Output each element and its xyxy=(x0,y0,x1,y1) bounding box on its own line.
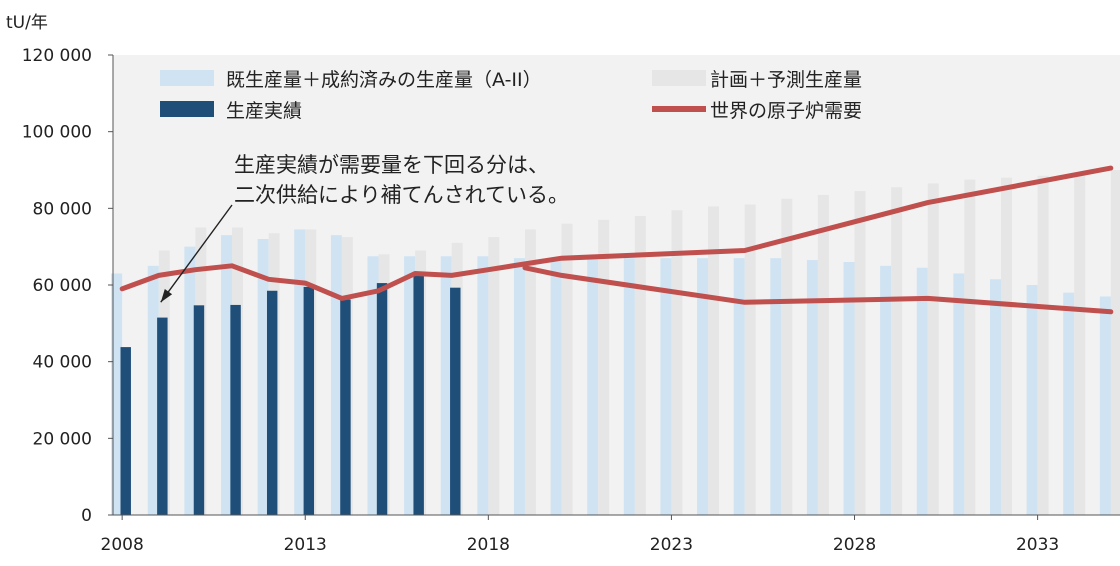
bar-existing xyxy=(257,239,269,515)
bar-planned xyxy=(964,179,976,516)
bar-actual xyxy=(120,347,131,515)
bar-planned xyxy=(1110,170,1120,515)
bar-planned xyxy=(708,206,720,515)
bars-layer xyxy=(111,170,1120,516)
annotation-line-2: 二次供給により補てんされている。 xyxy=(234,183,569,207)
bar-planned xyxy=(561,223,573,515)
bar-existing xyxy=(587,258,599,515)
bar-existing xyxy=(477,256,489,515)
x-tick-label: 2028 xyxy=(833,535,876,555)
bar-planned xyxy=(524,229,536,515)
x-tick-label: 2018 xyxy=(467,535,510,555)
y-tick-label: 120 000 xyxy=(22,46,92,66)
demand-line-high xyxy=(119,165,1114,301)
bar-actual xyxy=(266,290,278,515)
bar-actual xyxy=(413,275,424,515)
bar-planned xyxy=(781,198,793,515)
x-ticks: 2008 2013 2018 2023 2028 2033 xyxy=(101,515,1059,555)
demand-line-low xyxy=(522,265,1114,315)
annotation-line-1: 生産実績が需要量を下回る分は、 xyxy=(234,153,549,177)
legend-swatch-demand xyxy=(652,106,706,112)
annotation-arrow xyxy=(160,204,233,303)
bar-existing xyxy=(660,258,672,515)
bar-actual xyxy=(230,304,241,515)
bar-planned xyxy=(744,204,756,515)
legend: 既生産量＋成約済みの生産量（A-II） 生産実績 計画＋予測生産量 世界の原子炉… xyxy=(160,69,862,122)
bar-actual xyxy=(193,305,205,515)
y-tick-label: 100 000 xyxy=(22,123,92,143)
bar-planned xyxy=(927,183,939,515)
bar-planned xyxy=(1000,177,1012,515)
annotation: 生産実績が需要量を下回る分は、 二次供給により補てんされている。 xyxy=(160,153,569,303)
x-tick-label: 2008 xyxy=(101,535,144,555)
bar-planned xyxy=(598,219,610,516)
demand-lines xyxy=(119,165,1114,315)
bar-existing xyxy=(221,235,233,515)
bar-existing xyxy=(1026,285,1038,515)
y-tick-label: 60 000 xyxy=(33,276,92,296)
y-tick-label: 80 000 xyxy=(33,199,92,219)
legend-label-actual: 生産実績 xyxy=(226,100,302,122)
legend-label-demand: 世界の原子炉需要 xyxy=(710,100,862,122)
bar-planned xyxy=(817,194,829,515)
legend-label-planned: 計画＋予測生産量 xyxy=(710,69,862,91)
bar-existing xyxy=(916,267,928,515)
bar-existing xyxy=(330,235,342,515)
bar-existing xyxy=(880,265,892,515)
bar-planned xyxy=(634,216,646,515)
bar-existing xyxy=(184,246,196,515)
bar-existing xyxy=(806,260,818,515)
y-unit-label: tU/年 xyxy=(6,13,48,33)
x-tick-label: 2013 xyxy=(284,535,327,555)
bar-existing xyxy=(733,258,745,515)
bar-actual xyxy=(450,287,461,515)
y-tick-label: 20 000 xyxy=(33,429,92,449)
bar-existing xyxy=(1099,296,1111,515)
bar-existing xyxy=(953,273,965,515)
bar-existing xyxy=(770,258,782,515)
bar-actual xyxy=(340,299,351,515)
bar-existing xyxy=(404,256,416,515)
bar-actual xyxy=(376,283,388,515)
bar-existing xyxy=(147,265,159,515)
bar-existing xyxy=(294,229,306,515)
bar-existing xyxy=(513,258,525,515)
bar-planned xyxy=(671,210,683,515)
y-ticks: 0 20 000 40 000 60 000 80 000 100 000 120 000 xyxy=(22,46,113,526)
bar-existing xyxy=(843,262,855,515)
bar-planned xyxy=(488,237,500,516)
x-tick-label: 2033 xyxy=(1016,535,1059,555)
bar-planned xyxy=(1037,175,1049,515)
bar-existing xyxy=(697,258,709,515)
legend-swatch-actual xyxy=(160,101,214,117)
bar-existing xyxy=(440,256,452,515)
bar-planned xyxy=(891,187,903,515)
bar-planned xyxy=(1074,173,1086,516)
legend-label-existing: 既生産量＋成約済みの生産量（A-II） xyxy=(226,69,542,91)
bar-existing xyxy=(990,279,1001,515)
x-tick-label: 2023 xyxy=(650,535,693,555)
bar-planned xyxy=(854,191,866,516)
bar-existing xyxy=(111,273,123,515)
bar-existing xyxy=(367,256,379,515)
bar-existing xyxy=(623,258,635,515)
legend-swatch-existing xyxy=(160,70,214,86)
bar-actual xyxy=(303,286,315,515)
annotation-arrow-head xyxy=(160,289,173,303)
bar-existing xyxy=(1063,292,1075,515)
legend-swatch-planned xyxy=(652,70,706,86)
bar-existing xyxy=(550,258,562,515)
y-tick-label: 0 xyxy=(81,506,92,526)
bar-actual xyxy=(157,317,168,515)
y-tick-label: 40 000 xyxy=(33,353,92,373)
